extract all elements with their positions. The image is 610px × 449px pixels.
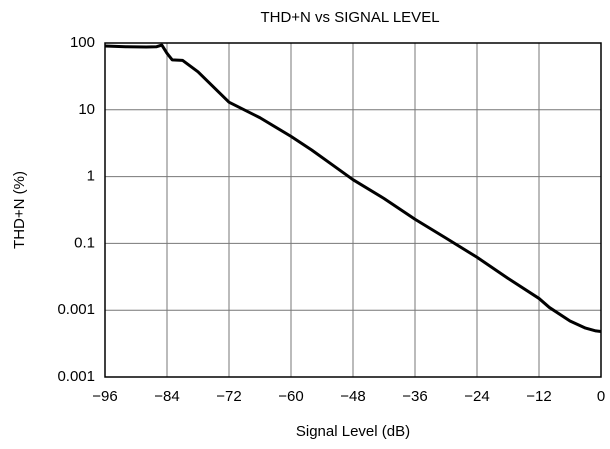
plot-frame — [104, 42, 602, 378]
y-tick-label: 1 — [87, 168, 95, 185]
y-tick-label: 0.001 — [57, 368, 95, 385]
chart-title: THD+N vs SIGNAL LEVEL — [260, 9, 439, 26]
x-tick-label: −72 — [216, 388, 241, 405]
y-tick-label: 0.001 — [57, 301, 95, 318]
x-tick-label: −60 — [278, 388, 303, 405]
y-axis-title: THD+N (%) — [11, 171, 28, 249]
x-tick-label: −12 — [526, 388, 551, 405]
x-tick-label: −96 — [92, 388, 117, 405]
x-tick-label: −36 — [402, 388, 427, 405]
y-tick-label: 100 — [70, 34, 95, 51]
data-line — [104, 43, 602, 333]
x-tick-label: 0 — [597, 388, 605, 405]
y-tick-label: 10 — [78, 101, 95, 118]
x-tick-label: −48 — [340, 388, 365, 405]
y-tick-label: 0.1 — [74, 234, 95, 251]
x-axis-title: Signal Level (dB) — [296, 423, 410, 440]
x-tick-label: −84 — [154, 388, 179, 405]
x-tick-label: −24 — [464, 388, 489, 405]
